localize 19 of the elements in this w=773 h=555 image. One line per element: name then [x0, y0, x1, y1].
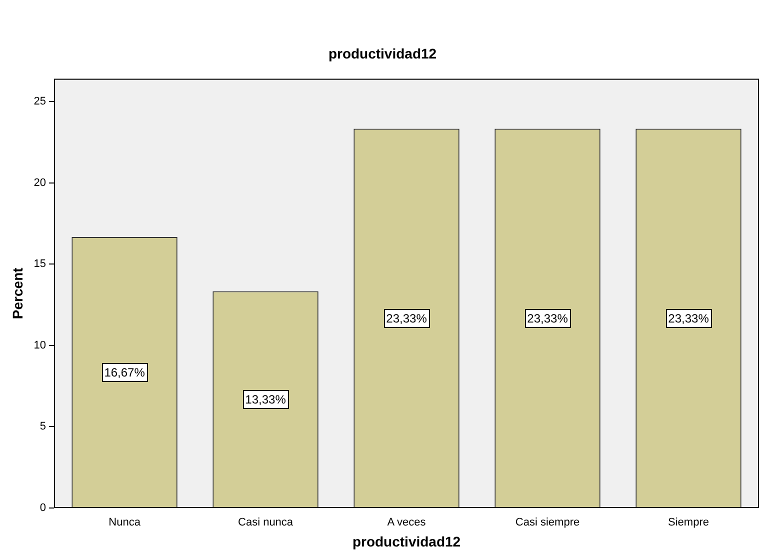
data-label: 13,33% — [245, 392, 286, 407]
x-axis-title: productividad12 — [352, 533, 461, 550]
y-tick-label: 15 — [34, 258, 46, 270]
x-tick-label: Casi nunca — [238, 516, 294, 529]
x-tick-label: Casi siempre — [515, 516, 580, 529]
chart-title: productividad12 — [328, 45, 437, 62]
data-label: 16,67% — [104, 366, 146, 380]
data-label: 23,33% — [668, 311, 710, 326]
y-tick-label: 5 — [40, 420, 46, 433]
y-tick-label: 25 — [34, 96, 46, 108]
x-tick-label: A veces — [387, 516, 426, 529]
data-label: 23,33% — [527, 311, 568, 326]
y-axis-title: Percent — [9, 267, 26, 320]
data-label: 23,33% — [386, 311, 428, 326]
y-tick-label: 20 — [34, 176, 46, 189]
y-tick-label: 10 — [34, 339, 46, 352]
y-tick-label: 0 — [40, 502, 46, 514]
x-tick-label: Nunca — [108, 516, 142, 529]
x-tick-label: Siempre — [668, 516, 709, 529]
